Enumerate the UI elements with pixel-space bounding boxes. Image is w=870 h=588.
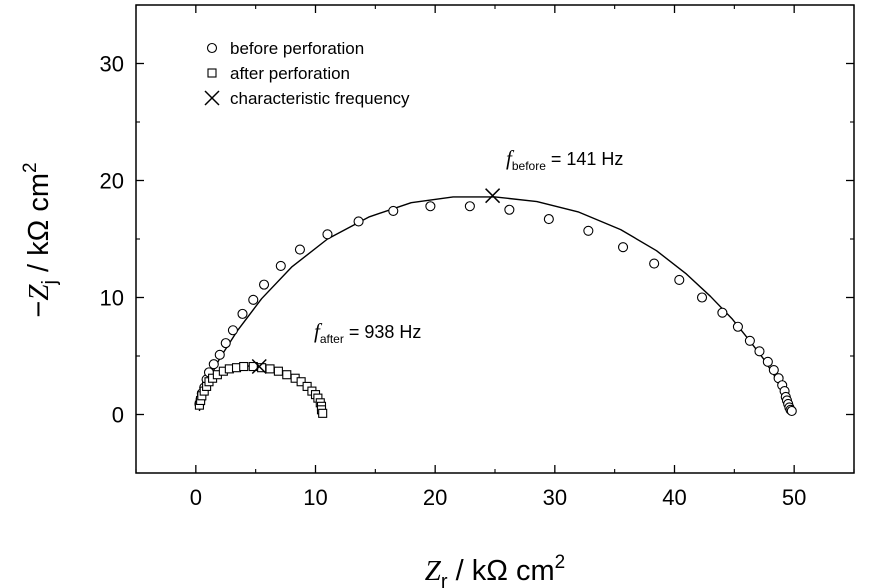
x-tick-label: 50 — [782, 485, 806, 510]
cross-stroke — [204, 90, 220, 106]
circle-data-point — [583, 225, 594, 236]
circle-data-point — [732, 321, 743, 332]
circle-data-point — [237, 308, 248, 319]
square-data-point — [302, 381, 312, 391]
circle-data-point — [674, 274, 685, 286]
y-axis-title: −Zj / kΩ cm2 — [20, 162, 61, 317]
square-data-point — [265, 364, 275, 374]
x-tick-label: 10 — [303, 485, 327, 510]
x-axis-title: Zr / kΩ cm2 — [425, 552, 565, 588]
circle-data-point — [214, 349, 225, 360]
circle-data-point — [717, 307, 728, 318]
circle-data-point — [425, 201, 436, 212]
circle-data-point — [294, 244, 305, 255]
circle-data-point — [208, 359, 219, 370]
circle-data-point — [762, 356, 773, 367]
y-tick-label: 20 — [100, 169, 124, 194]
legend-cross-marker — [204, 90, 220, 106]
circle-data-point — [220, 338, 231, 349]
y-tick-label: 10 — [100, 286, 124, 311]
circle-data-point — [504, 204, 515, 215]
circle-data-point — [322, 229, 333, 240]
circle-data-point — [464, 201, 475, 212]
circle-data-point — [617, 242, 629, 253]
legend-circle-marker — [206, 42, 218, 54]
fit-curves — [198, 196, 795, 415]
annotations: fbefore = 141 Hz fafter = 938 Hz — [314, 146, 623, 346]
circle-data-point — [353, 216, 364, 227]
y-tick-label: 0 — [112, 403, 124, 428]
frequency-annotation: fafter = 938 Hz — [314, 319, 421, 346]
square-data-point — [318, 408, 328, 418]
x-tick-label: 30 — [543, 485, 567, 510]
characteristic-frequency-point — [485, 188, 501, 204]
frequency-annotation: fbefore = 141 Hz — [506, 146, 623, 173]
circle-data-point — [275, 260, 286, 271]
circle-data-point — [768, 364, 779, 376]
characteristic-frequency-point — [251, 358, 267, 375]
cross-stroke — [251, 358, 267, 375]
circle-data-point — [786, 405, 797, 417]
circle-data-point — [649, 258, 660, 269]
legend-label: after perforation — [230, 64, 350, 83]
x-tick-label: 0 — [190, 485, 202, 510]
circle-data-point — [227, 325, 238, 336]
cross-stroke — [485, 188, 501, 204]
circle-data-point — [543, 214, 554, 225]
circle-data-point — [248, 294, 259, 305]
square-data-point — [239, 361, 249, 372]
circle-data-point — [258, 279, 270, 290]
fit-line — [198, 196, 795, 413]
axis-ticks: 0 10 20 30 40 50 0 10 20 30 — [100, 4, 855, 510]
legend-square-marker — [207, 68, 217, 78]
data-markers — [194, 188, 797, 418]
legend: before perforation after perforation chara… — [204, 39, 410, 108]
x-tick-label: 40 — [662, 485, 686, 510]
square-data-point — [296, 377, 306, 387]
square-data-point — [282, 370, 292, 380]
legend-label: characteristic frequency — [230, 89, 410, 108]
circle-data-point — [754, 346, 765, 357]
legend-label: before perforation — [230, 39, 364, 58]
circle-data-point — [744, 335, 755, 346]
circle-data-point — [696, 292, 708, 303]
circle-data-point — [388, 205, 399, 216]
x-tick-label: 20 — [423, 485, 447, 510]
y-tick-label: 30 — [100, 52, 124, 77]
square-data-point — [273, 366, 283, 376]
